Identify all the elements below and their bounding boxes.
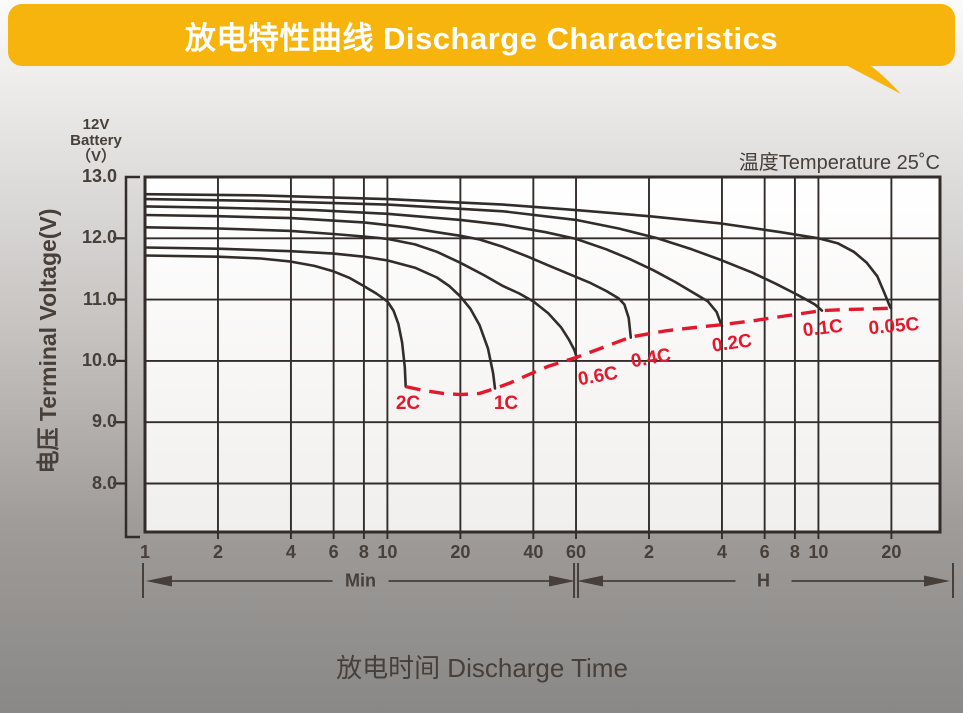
curve-0.6C xyxy=(143,226,579,360)
arrowhead-left-icon xyxy=(577,575,604,587)
curve-2C xyxy=(143,254,407,388)
curve-0.05C xyxy=(143,192,893,310)
battery-type-label: 12V Battery （V） xyxy=(70,116,122,165)
y-tick-label: 13.0 xyxy=(81,166,117,186)
axis-unit-label-min: Min xyxy=(345,570,376,591)
x-tick-label: 6 xyxy=(759,542,770,562)
x-tick-label: 2 xyxy=(643,542,654,562)
x-axis-title: 放电时间 Discharge Time xyxy=(336,653,628,683)
y-tick-label: 9.0 xyxy=(91,411,117,432)
y-axis-bracket xyxy=(124,175,140,539)
x-tick-label: 10 xyxy=(377,542,398,562)
rate-label-2C: 2C xyxy=(395,393,421,414)
curve-1C xyxy=(143,246,497,390)
curve-0.1C xyxy=(143,197,824,312)
arrowhead-left-icon xyxy=(146,575,172,587)
x-tick-label: 4 xyxy=(716,542,727,562)
plot-border xyxy=(143,175,942,534)
temperature-note: 温度Temperature 25˚C xyxy=(738,152,940,174)
x-tick-label: 20 xyxy=(450,542,471,562)
rate-label-1C: 1C xyxy=(493,393,519,414)
title-banner: 放电特性曲线 Discharge Characteristics xyxy=(8,4,955,66)
x-tick-label: 8 xyxy=(789,542,800,562)
curve-0.4C xyxy=(143,213,633,339)
y-tick-label: 12.0 xyxy=(81,227,117,248)
axis-unit-label-h: H xyxy=(757,570,770,591)
arrowhead-right-icon xyxy=(924,575,950,587)
banner-tail-icon xyxy=(840,62,901,94)
curve-0.2C xyxy=(143,205,724,328)
cutoff-line xyxy=(405,306,892,397)
x-tick-label: 1 xyxy=(139,542,150,562)
y-tick-label: 8.0 xyxy=(91,472,117,493)
x-tick-label: 8 xyxy=(358,542,369,562)
x-tick-label: 40 xyxy=(523,542,544,562)
y-tick-label: 10.0 xyxy=(81,349,117,370)
x-tick-label: 6 xyxy=(328,542,339,562)
arrowhead-right-icon xyxy=(549,575,576,587)
x-tick-label: 20 xyxy=(881,542,902,562)
y-tick-label: 11.0 xyxy=(82,288,117,309)
page-title: 放电特性曲线 Discharge Characteristics xyxy=(184,20,779,56)
x-tick-label: 10 xyxy=(808,542,829,562)
x-tick-label: 2 xyxy=(212,542,223,562)
x-tick-label: 4 xyxy=(285,542,296,562)
x-tick-label: 60 xyxy=(566,542,587,562)
